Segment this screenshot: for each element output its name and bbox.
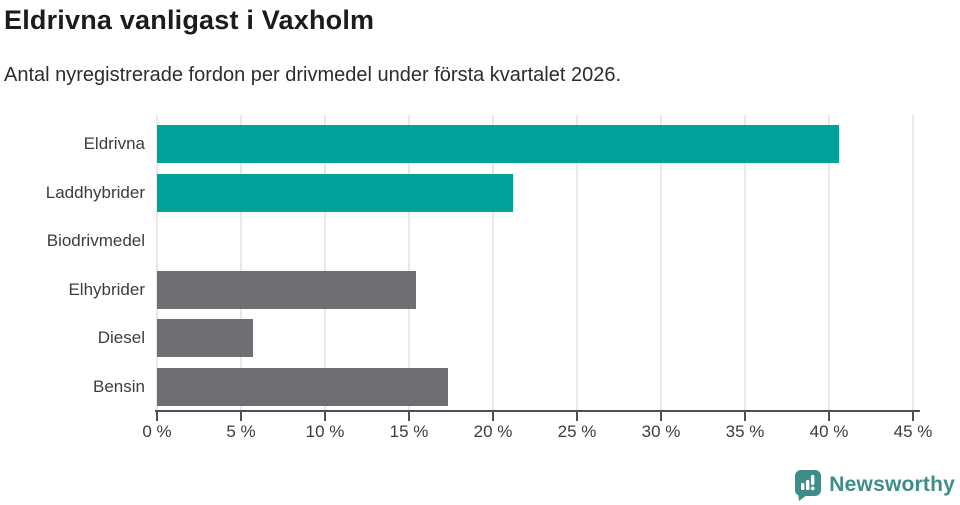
- x-tick-label-30: 30 %: [641, 422, 681, 441]
- tick-mark-0: [156, 412, 158, 421]
- tick-mark-10: [324, 412, 326, 421]
- chart-title: Eldrivna vanligast i Vaxholm: [4, 5, 375, 35]
- category-label-eldrivna: Eldrivna: [83, 134, 145, 153]
- x-tick-label-15: 15 %: [389, 422, 429, 441]
- gridline-35: [744, 115, 746, 411]
- x-tick-label-25: 25 %: [557, 422, 597, 441]
- tick-mark-30: [660, 412, 662, 421]
- gridline-30: [660, 115, 662, 411]
- newsworthy-logo-text: Newsworthy: [829, 473, 955, 496]
- gridline-5: [240, 115, 242, 411]
- x-tick-label-45: 45 %: [893, 422, 933, 441]
- gridline-15: [408, 115, 410, 411]
- bar-eldrivna: [157, 125, 840, 163]
- tick-mark-25: [576, 412, 578, 421]
- bar-diesel: [157, 319, 253, 357]
- gridline-40: [828, 115, 830, 411]
- x-tick-label-5: 5 %: [226, 422, 256, 441]
- tick-mark-35: [744, 412, 746, 421]
- bar-bensin: [157, 367, 448, 406]
- category-label-elhybrider: Elhybrider: [68, 279, 145, 299]
- x-axis-line: [155, 410, 920, 412]
- chart-subtitle: Antal nyregistrerade fordon per drivmede…: [4, 64, 622, 86]
- tick-mark-15: [408, 412, 410, 421]
- tick-mark-40: [828, 412, 830, 421]
- plot-area: [156, 115, 920, 411]
- category-label-biodrivmedel: Biodrivmedel: [46, 231, 145, 250]
- tick-mark-20: [492, 412, 494, 421]
- bar-elhybrider: [157, 270, 416, 309]
- gridline-45: [912, 115, 914, 411]
- bar-laddhybrider: [157, 173, 514, 212]
- x-tick-label-10: 10 %: [305, 422, 345, 441]
- x-axis-tick-area: 0 % 5 % 10 % 15 % 20 % 25 % 30 % 35 % 40 % 45 %: [142, 412, 932, 444]
- newsworthy-logo-icon: [795, 470, 822, 501]
- tick-mark-5: [240, 412, 242, 421]
- gridline-10: [324, 115, 326, 411]
- x-tick-label-40: 40 %: [809, 422, 849, 441]
- gridline-0: [156, 115, 158, 411]
- category-label-bensin: Bensin: [93, 376, 145, 396]
- x-tick-label-35: 35 %: [725, 422, 765, 441]
- tick-mark-45: [912, 412, 914, 421]
- x-tick-label-20: 20 %: [473, 422, 513, 441]
- category-label-column: Eldrivna Laddhybrider Biodrivmedel Elhybrid…: [0, 115, 145, 411]
- newsworthy-logo: Newsworthy: [794, 469, 955, 501]
- x-tick-label-0: 0 %: [142, 422, 172, 441]
- category-label-diesel: Diesel: [97, 328, 145, 347]
- gridline-20: [492, 115, 494, 411]
- category-label-laddhybrider: Laddhybrider: [45, 182, 145, 202]
- gridline-25: [576, 115, 578, 411]
